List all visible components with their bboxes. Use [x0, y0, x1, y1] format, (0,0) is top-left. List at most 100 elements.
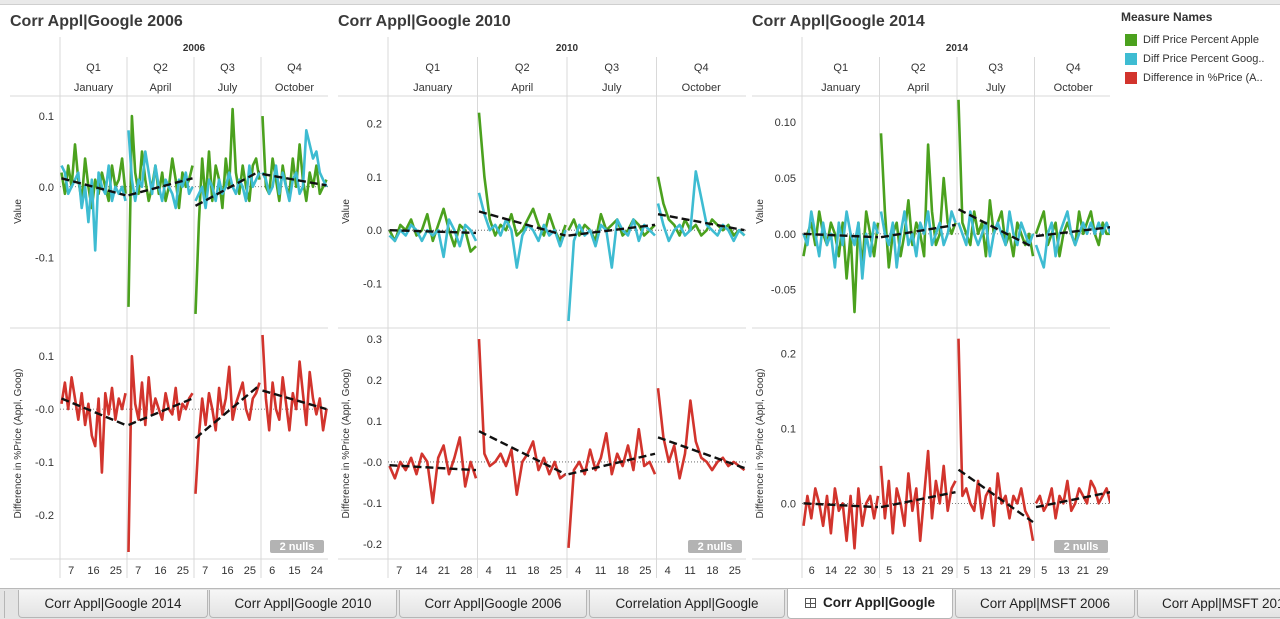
legend-item-apple[interactable]: Diff Price Percent Apple: [1116, 30, 1276, 49]
tab-bar-edge: [4, 591, 15, 618]
y-tick-label: 0.1: [39, 351, 54, 363]
nulls-badge-label: 2 nulls: [698, 541, 733, 553]
month-label: October: [275, 82, 314, 94]
trend-line-top-q1: [61, 177, 126, 197]
day-tick-label: 6: [809, 565, 815, 577]
month-label: October: [1054, 82, 1093, 94]
tab-corr-appl-google-2006[interactable]: Corr Appl|Google 2006: [399, 590, 587, 618]
legend-item-google[interactable]: Diff Price Percent Goog..: [1116, 49, 1276, 68]
day-tick-label: 16: [221, 565, 233, 577]
series-line-bottom-0-q3: [194, 365, 261, 494]
quarter-label: Q2: [515, 62, 530, 74]
day-tick-label: 21: [999, 565, 1011, 577]
day-tick-label: 21: [1077, 565, 1089, 577]
pane-bottom: Difference in %Price (Appl, Goog) 0.3 0.2 0…: [341, 334, 746, 551]
y-tick-label: 0.1: [367, 416, 382, 428]
tab-label: Corr Appl|Google: [822, 595, 936, 610]
y-axis-label: Difference in %Price (Appl, Goog): [755, 369, 766, 519]
month-label: January: [821, 82, 861, 94]
day-tick-label: 25: [110, 565, 122, 577]
trend-line-bottom-q1: [389, 464, 477, 472]
trend-line-bottom-q3: [568, 452, 656, 476]
pane-top: Value 0.1 0.0 -0.1: [13, 107, 328, 314]
series-line-bottom-0-q2: [879, 449, 957, 543]
month-label: April: [149, 82, 171, 94]
day-tick-label: 13: [902, 565, 914, 577]
day-tick-label: 13: [980, 565, 992, 577]
y-tick-label: -0.0: [363, 457, 382, 469]
pane-bottom: Difference in %Price (Appl, Goog) 0.2 0.1 0…: [755, 338, 1110, 550]
y-tick-label: 0.1: [39, 111, 54, 123]
trend-line-top-q1: [803, 232, 879, 239]
month-label: July: [218, 82, 238, 94]
dashboard-charts: Corr Appl|Google 2006 2006 Q1 January 7 16 25 Q…: [10, 13, 1110, 578]
day-tick-label: 15: [288, 565, 300, 577]
y-tick-label: 0.1: [781, 424, 796, 436]
series-line-top-1-q1: [60, 164, 127, 252]
y-tick-label: 0.2: [367, 118, 382, 130]
tab-corr-appl-msft-2014[interactable]: Corr Appl|MSFT 2014: [1137, 590, 1280, 618]
tab-correlation-appl-google[interactable]: Correlation Appl|Google: [589, 590, 785, 618]
legend-title: Measure Names: [1121, 10, 1213, 24]
series-line-top-0-q3: [194, 107, 261, 314]
series-line-top-1-q3: [567, 218, 656, 322]
legend-swatch-difference: [1125, 71, 1137, 84]
series-line-top-0-q4: [261, 116, 328, 203]
day-tick-label: 4: [665, 565, 671, 577]
trend-line-bottom-q3: [957, 468, 1034, 524]
tab-label: Corr Appl|Google 2006: [424, 596, 562, 611]
tab-corr-appl-google-2014[interactable]: Corr Appl|Google 2014: [18, 590, 208, 618]
y-tick-label: -0.1: [363, 498, 382, 510]
series-line-bottom-0-q2: [477, 339, 567, 497]
day-tick-label: 14: [415, 565, 427, 577]
day-tick-label: 22: [844, 565, 856, 577]
trend-line-top-q2: [128, 177, 193, 197]
series-line-bottom-0-q2: [127, 354, 194, 553]
day-tick-label: 16: [154, 565, 166, 577]
series-line-top-1-q1: [388, 218, 478, 259]
trend-line-top-q1: [389, 228, 477, 235]
legend-item-difference[interactable]: Difference in %Price (A..: [1116, 68, 1276, 87]
year-header: 2014: [946, 43, 969, 54]
month-label: January: [413, 82, 453, 94]
legend-label-apple: Diff Price Percent Apple: [1143, 33, 1259, 46]
quarter-label: Q3: [604, 62, 619, 74]
day-tick-label: 6: [269, 565, 275, 577]
window-top-border: [0, 0, 1280, 5]
tab-corr-appl-google-2010[interactable]: Corr Appl|Google 2010: [209, 590, 397, 618]
quarter-label: Q1: [833, 62, 848, 74]
nulls-badge: [688, 540, 742, 553]
day-tick-label: 21: [438, 565, 450, 577]
legend[interactable]: Measure Names Diff Price Percent Apple D…: [1116, 8, 1276, 87]
day-tick-label: 25: [729, 565, 741, 577]
quarter-label: Q2: [911, 62, 926, 74]
trend-line-bottom-q2: [880, 490, 956, 509]
tab-label: Corr Appl|Google 2010: [234, 596, 372, 611]
chart-panel-2014: Corr Appl|Google 2014 2014 Q1 January 6 14 22 3…: [752, 13, 1110, 578]
day-tick-label: 7: [68, 565, 74, 577]
series-line-top-1-q3: [194, 164, 261, 210]
tab-corr-appl-msft-2006[interactable]: Corr Appl|MSFT 2006: [955, 590, 1135, 618]
y-tick-label: -0.05: [771, 285, 796, 297]
trend-line-bottom-q1: [803, 502, 879, 509]
series-line-top-0-q3: [957, 99, 1035, 258]
day-tick-label: 18: [617, 565, 629, 577]
pane-top: Value 0.2 0.1 0.0 -0.1: [341, 112, 746, 322]
series-line-bottom-0-q4: [656, 388, 746, 480]
y-tick-label: -0.1: [35, 457, 54, 469]
tab-corr-appl-google[interactable]: Corr Appl|Google: [787, 589, 953, 619]
chart-title: Corr Appl|Google 2006: [10, 13, 183, 30]
tab-label: Corr Appl|MSFT 2014: [1161, 596, 1280, 611]
series-line-bottom-0-q3: [957, 338, 1035, 542]
y-tick-label: -0.0: [35, 404, 54, 416]
chart-panel-2006: Corr Appl|Google 2006 2006 Q1 January 7 16 25 Q…: [10, 13, 328, 578]
trend-line-top-q3: [568, 223, 656, 237]
trend-line-top-q2: [880, 223, 956, 239]
series-line-bottom-0-q4: [261, 334, 328, 432]
month-label: October: [682, 82, 721, 94]
month-label: April: [907, 82, 929, 94]
day-tick-label: 7: [202, 565, 208, 577]
y-axis-label: Difference in %Price (Appl, Goog): [341, 369, 352, 519]
day-tick-label: 11: [684, 565, 695, 577]
y-tick-label: 0.05: [775, 173, 796, 185]
